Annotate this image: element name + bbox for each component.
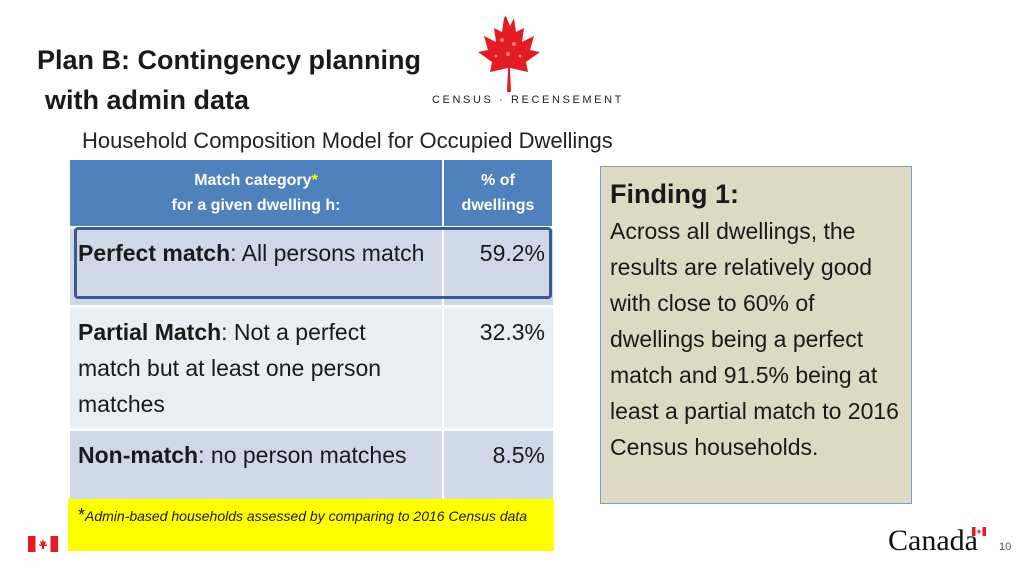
slide-title: Plan B: Contingency planning with admin … <box>37 40 421 120</box>
page-number: 10 <box>999 541 1012 553</box>
footnote-text: Admin-based households assessed by compa… <box>85 508 528 524</box>
category-name: Partial Match <box>78 319 222 345</box>
title-line-1: Plan B: Contingency planning <box>37 45 421 75</box>
category-description: : All persons match <box>230 240 425 266</box>
header-category-sub: for a given dwelling h: <box>171 197 341 214</box>
table-row: Perfect match: All persons match 59.2% <box>70 226 553 307</box>
category-cell: Non-match: no person matches <box>70 428 444 513</box>
table-header-row: Match category* for a given dwelling h: … <box>70 160 554 228</box>
title-line-2: with admin data <box>45 85 250 115</box>
slide-subtitle: Household Composition Model for Occupied… <box>82 128 613 153</box>
wordmark-flag-icon <box>972 527 986 536</box>
header-pct-label: % of <box>481 172 515 189</box>
table-row: Non-match: no person matches 8.5% <box>70 428 553 513</box>
table-row: Partial Match: Not a perfect match but a… <box>70 305 553 430</box>
finding-body: Across all dwellings, the results are re… <box>610 218 899 460</box>
canada-flag-icon <box>28 536 58 552</box>
census-logo-text: CENSUS · RECENSEMENT <box>432 94 624 106</box>
category-name: Perfect match <box>78 240 231 266</box>
category-description: : no person matches <box>198 442 407 468</box>
perfect-match-highlight <box>74 227 552 299</box>
finding-heading: Finding 1: <box>610 179 739 209</box>
header-match-category: Match category* for a given dwelling h: <box>70 160 444 228</box>
category-cell: Partial Match: Not a perfect match but a… <box>70 305 444 430</box>
header-category-label: Match category <box>194 172 312 189</box>
table-footnote: *Admin-based households assessed by comp… <box>68 499 554 551</box>
finding-box: Finding 1: Across all dwellings, the res… <box>600 166 912 504</box>
header-percent-dwellings: % of dwellings <box>443 160 554 228</box>
header-asterisk: * <box>311 172 318 189</box>
footnote-asterisk: * <box>78 505 86 525</box>
percent-cell: 32.3% <box>443 305 553 430</box>
category-cell: Perfect match: All persons match <box>70 226 444 307</box>
match-category-table: Match category* for a given dwelling h: … <box>70 160 554 513</box>
category-name: Non-match <box>78 442 199 468</box>
category-description: : Not a perfect match but at least one p… <box>78 319 382 417</box>
census-maple-leaf-logo <box>478 16 540 92</box>
header-pct-sub: dwellings <box>461 197 535 214</box>
canada-wordmark: Canada <box>888 524 978 557</box>
